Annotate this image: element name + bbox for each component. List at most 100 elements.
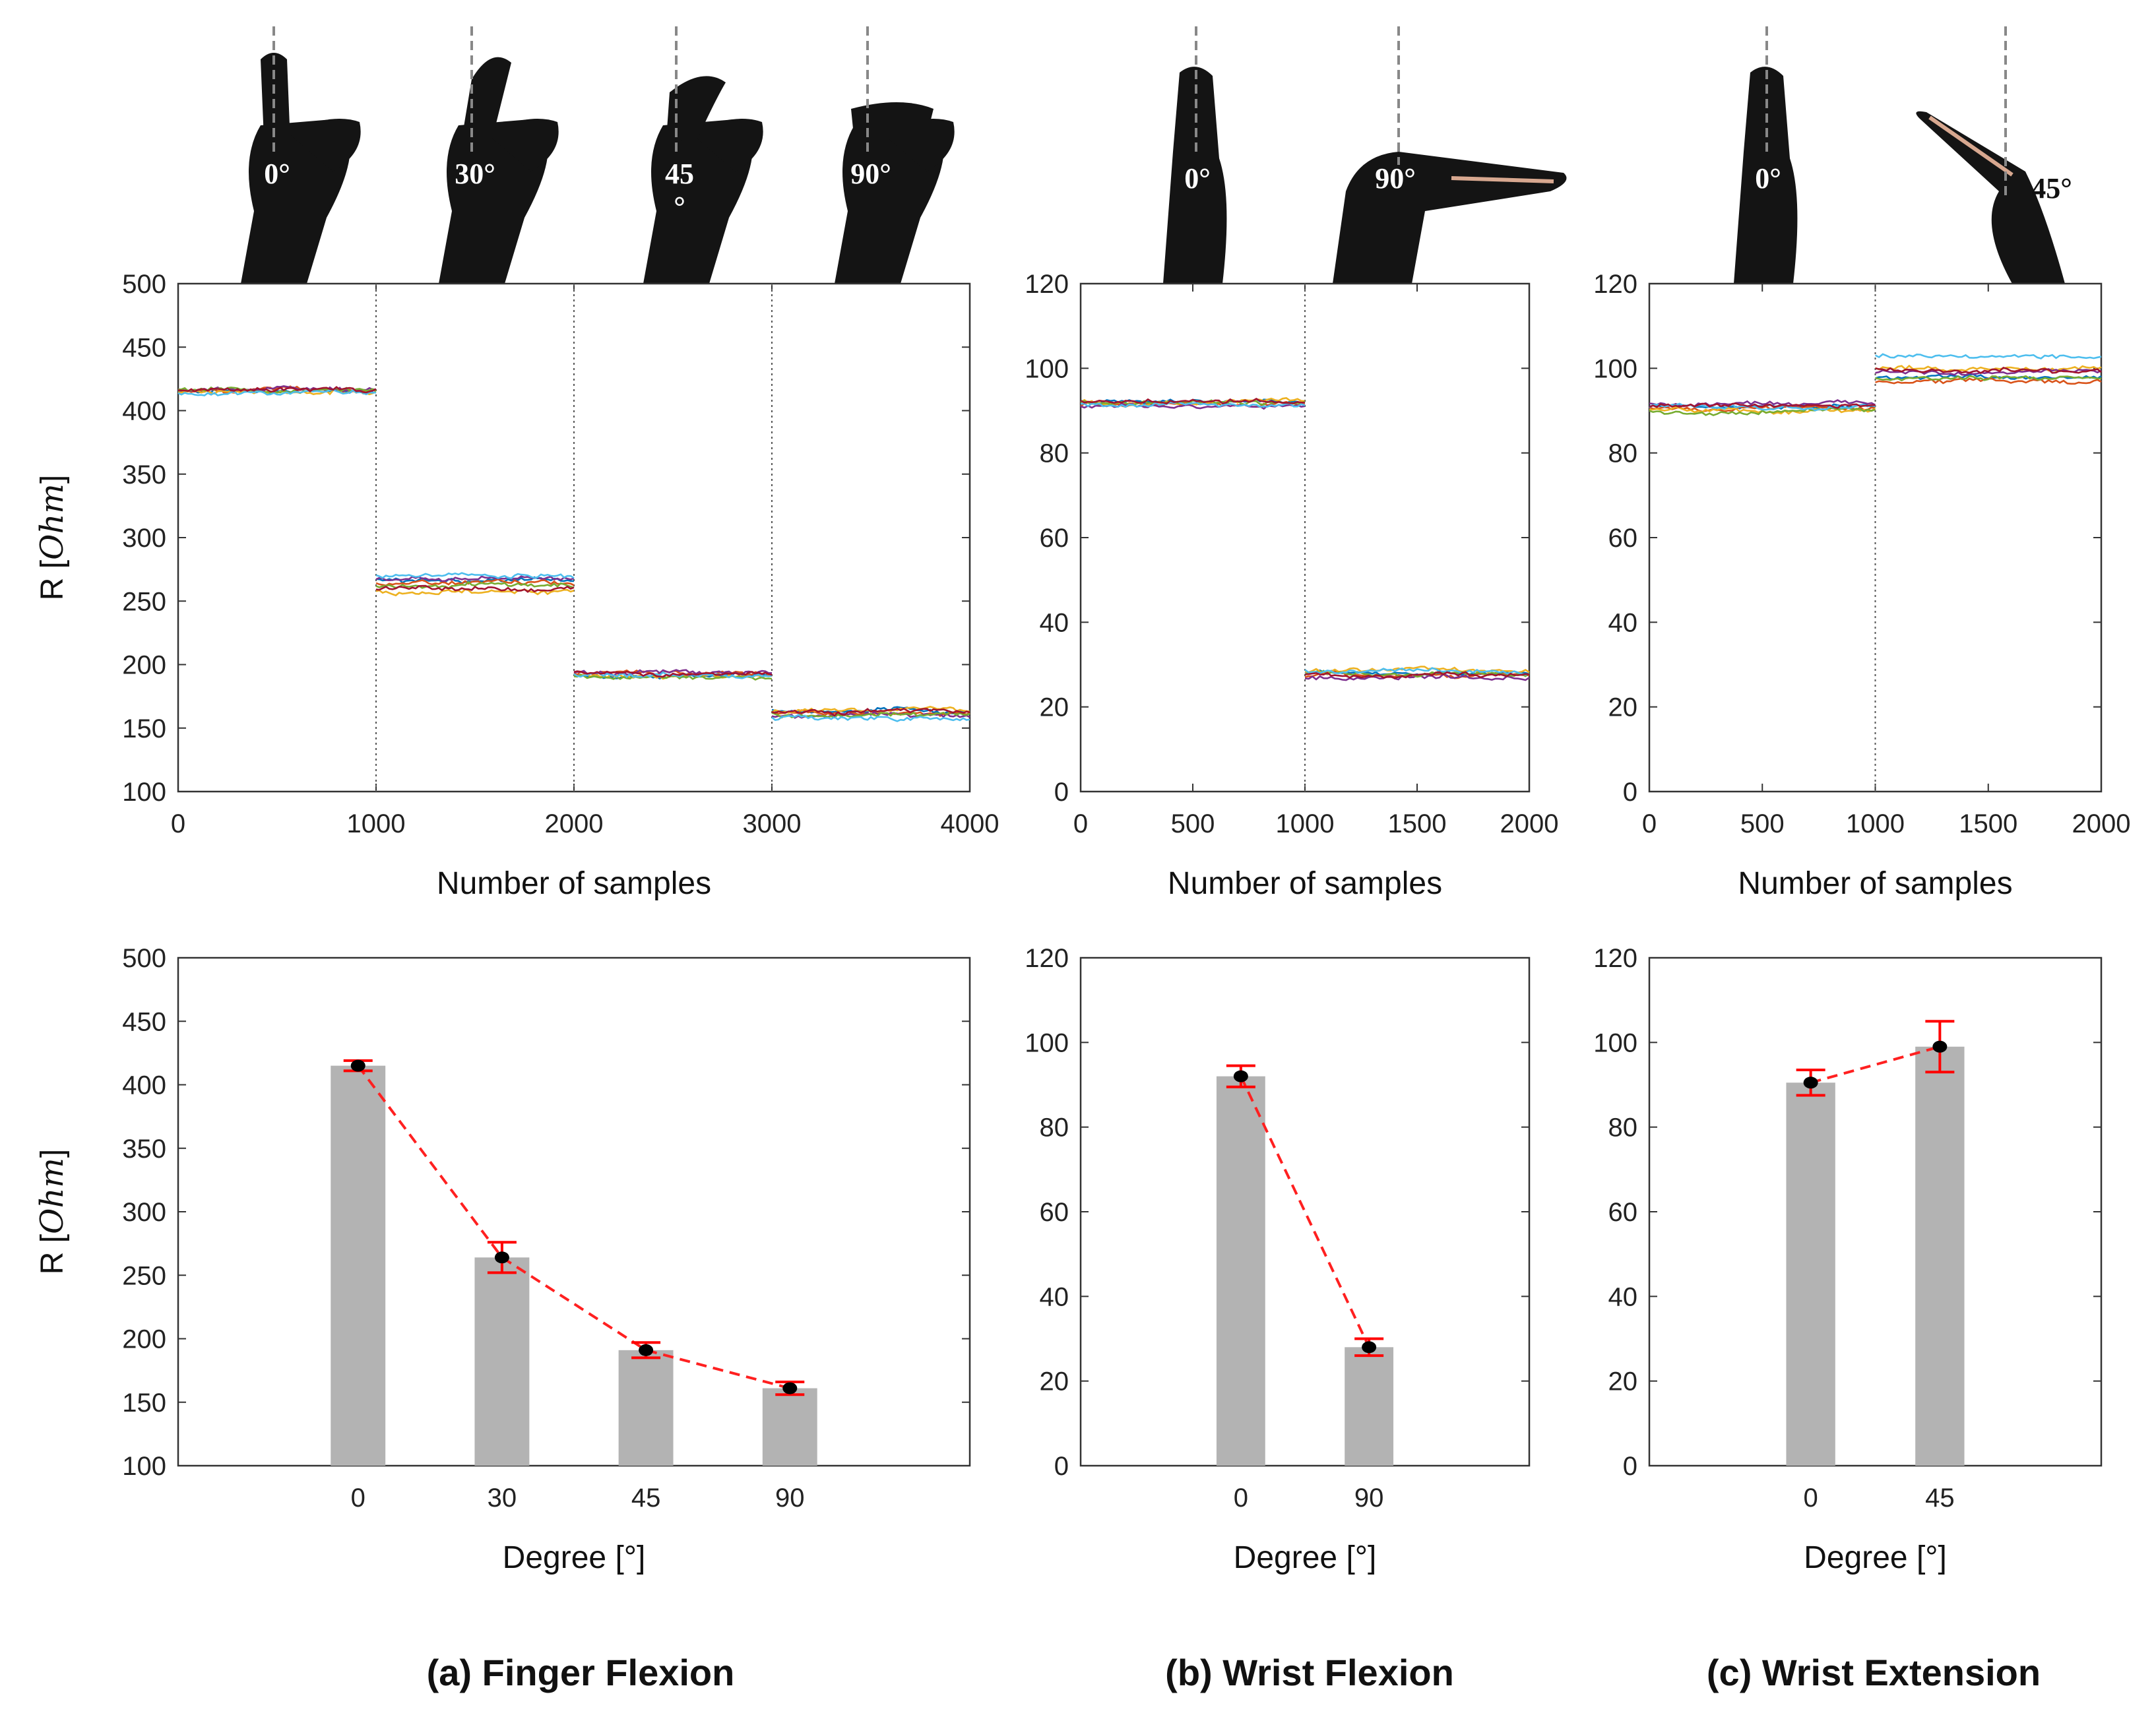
chart-b-top-xtick-label: 1500 [1388,809,1447,838]
chart-b-top-ytick-label: 80 [1040,439,1069,468]
chart-a-bottom-axes-frame [177,956,971,1467]
gestures-wrist-flexion: 0° 90° [1163,26,1567,284]
chart-c-bottom-xtick-label: 0 [1804,1484,1818,1513]
glove-wrist-flex-0-hand [1163,67,1227,284]
chart-b-top-xtick-label: 500 [1171,809,1215,838]
chart-b-top-series-line [1080,397,1306,405]
glove-finger-30-knuckles [485,119,559,172]
chart-a-bottom-mean-marker-90 [782,1382,798,1394]
chart-a-bottom-y-axis-label: R [Ohm] [34,1149,71,1274]
chart-c-bottom-ytick-label: 60 [1608,1198,1638,1227]
angle-label-finger-45: 45 ° [665,158,694,223]
chart-b-top: 0 20 40 60 80 100 120 Number of samples 0 500 1000… [1025,270,1558,901]
glove-wrist-ext-45-hand [1916,111,2065,284]
glove-wrist-flex-90-skin-strip [1451,176,1554,183]
chart-b-bottom-bar-0 [1216,1076,1265,1466]
chart-c-top-ytick-label: 40 [1608,608,1638,637]
chart-a-top-series-line [375,572,575,580]
chart-a-bottom-mean-marker-0 [350,1059,365,1072]
chart-a-top-series-line [375,584,575,593]
chart-b-bottom: 0 20 40 60 80 100 120 Degree [°] 0 90 [1025,944,1531,1575]
chart-a-bottom-xtick-label: 0 [351,1484,365,1513]
chart-a-top-series-line [771,707,970,717]
chart-a-bottom-ytick-label: 400 [122,1071,166,1100]
glove-wrist-ext-45-skin-strip [1928,115,2013,177]
chart-c-top-series-line [1874,353,2102,359]
chart-a-bottom-bar-30 [474,1257,530,1466]
chart-a-top-ytick-label: 300 [122,524,166,553]
chart-b-top-series-line [1080,400,1306,408]
glove-finger-0-index-finger [261,53,290,142]
chart-b-bottom-bar-90 [1345,1347,1394,1466]
chart-a-top-series-line [375,588,575,597]
chart-c-bottom-ytick-label: 80 [1608,1113,1638,1142]
chart-c-top-series-line [1875,366,2102,375]
chart-a-top-series-line [771,714,970,722]
chart-a-bottom-ytick-label: 100 [122,1452,166,1481]
chart-b-top-xtick-label: 0 [1073,809,1088,838]
chart-a-top-ytick-label: 250 [122,587,166,616]
chart-a-bottom-mean-marker-30 [494,1251,509,1264]
chart-b-bottom-ytick-label: 20 [1040,1367,1069,1396]
angle-label-finger-0: 0° [264,158,290,190]
glove-wrist-flex-90-hand [1333,152,1567,284]
chart-a-top-series-line [375,578,575,587]
chart-a-top-series-line [573,671,773,679]
chart-c-top-x-axis-label: Number of samples [1738,866,2012,901]
chart-a-bottom-ytick-label: 500 [122,944,166,973]
chart-c-bottom: 0 20 40 60 80 100 120 Degree [°] 0 45 [1593,944,2103,1575]
glove-finger-45-index-finger [666,76,726,142]
chart-c-bottom-ytick-label: 0 [1623,1452,1637,1481]
chart-c-top-ytick-label: 20 [1608,693,1638,722]
angle-label-wrist-ext-0: 0° [1755,162,1781,195]
chart-c-top-xtick-label: 1000 [1846,809,1905,838]
chart-a-bottom-ytick-label: 300 [122,1198,166,1227]
gestures-wrist-extension: 0° 45° [1734,26,2072,284]
chart-c-top-ytick-label: 100 [1593,354,1637,383]
glove-finger-30-index-finger [462,57,511,142]
chart-a-top-ytick-label: 450 [122,333,166,362]
chart-a-top-series-line [177,386,377,394]
chart-a-bottom-ytick-label: 150 [122,1389,166,1418]
chart-b-top-ytick-label: 60 [1040,524,1069,553]
chart-b-bottom-xtick-label: 90 [1354,1484,1384,1513]
chart-c-top-xtick-label: 0 [1642,809,1657,838]
chart-c-top-ytick-label: 60 [1608,524,1638,553]
glove-finger-0-knuckles [287,119,361,172]
chart-a-bottom-bar-45 [618,1350,674,1466]
chart-c-top-ytick-label: 80 [1608,439,1638,468]
chart-b-bottom-x-axis-label: Degree [°] [1234,1540,1377,1575]
glove-finger-90-index-finger [851,102,934,142]
chart-a-top-ytick-label: 500 [122,270,166,299]
chart-c-bottom-bar-45 [1915,1046,1965,1466]
chart-a-top-series-line [177,386,377,394]
chart-c-top-xtick-label: 2000 [2072,809,2131,838]
chart-a-top-xtick-label: 2000 [545,809,604,838]
chart-a-top-series-line [375,575,575,582]
angle-label-wrist-flex-90: 90° [1375,162,1416,195]
chart-a-bottom-xtick-label: 90 [775,1484,805,1513]
chart-a-bottom-mean-marker-45 [639,1344,654,1356]
chart-c-bottom-ytick-label: 40 [1608,1282,1638,1311]
chart-a-top-ytick-label: 100 [122,778,166,807]
chart-a-bottom-x-axis-label: Degree [°] [503,1540,646,1575]
angle-label-finger-30: 30° [455,158,495,190]
chart-c-bottom-x-axis-label: Degree [°] [1804,1540,1947,1575]
chart-b-top-ytick-label: 20 [1040,693,1069,722]
chart-b-bottom-trend-line [1240,1075,1370,1348]
chart-b-bottom-ytick-label: 100 [1025,1028,1069,1057]
angle-label-wrist-ext-45: 45° [2031,172,2072,204]
chart-a-bottom-ytick-label: 450 [122,1007,166,1036]
chart-a-bottom-ytick-label: 350 [122,1135,166,1164]
chart-c-top-xtick-label: 500 [1740,809,1785,838]
chart-a-top-series-line [177,389,377,396]
chart-b-top-xtick-label: 2000 [1500,809,1559,838]
chart-b-bottom-ytick-label: 60 [1040,1198,1069,1227]
chart-a-top-ytick-label: 350 [122,460,166,489]
chart-c-top-series-line [1649,402,1876,409]
chart-b-top-ytick-label: 0 [1054,778,1069,807]
chart-c-bottom-mean-marker-0 [1803,1077,1818,1089]
chart-a-top-xtick-label: 3000 [743,809,802,838]
caption-wrist-extension: (c) Wrist Extension [1707,1652,2041,1693]
